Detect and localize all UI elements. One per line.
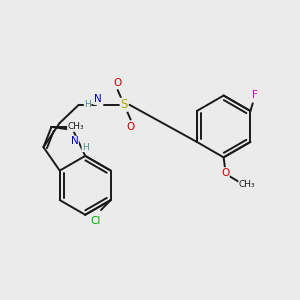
Text: O: O <box>113 78 122 88</box>
Text: Cl: Cl <box>90 216 100 226</box>
Text: O: O <box>127 122 135 132</box>
Text: CH₃: CH₃ <box>68 122 84 131</box>
Text: S: S <box>121 98 128 111</box>
Text: H: H <box>82 143 89 152</box>
Text: N: N <box>70 136 78 146</box>
Text: CH₃: CH₃ <box>239 180 256 189</box>
Text: O: O <box>221 168 229 178</box>
Text: N: N <box>94 94 101 104</box>
Text: H: H <box>84 100 91 109</box>
Text: F: F <box>252 90 258 100</box>
